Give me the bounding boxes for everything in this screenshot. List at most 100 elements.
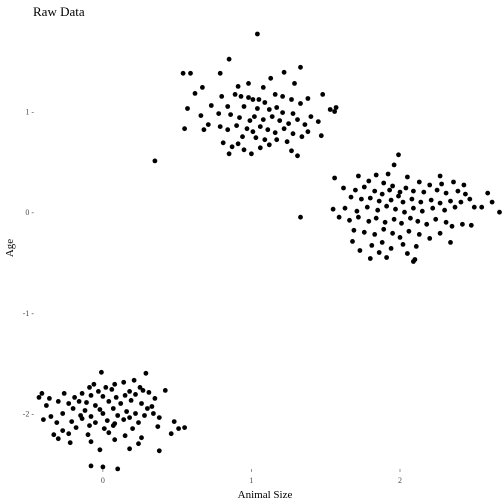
data-point [406, 228, 412, 234]
data-point [235, 84, 241, 89]
data-point [70, 406, 76, 411]
data-point [411, 205, 416, 211]
data-point [373, 215, 379, 221]
data-point [67, 440, 73, 446]
data-point [113, 395, 119, 400]
data-point [411, 188, 416, 194]
data-point [387, 187, 392, 193]
data-point [246, 81, 251, 86]
data-point [155, 424, 161, 429]
data-point [100, 464, 106, 470]
x-axis-label: Animal Size [238, 489, 293, 501]
data-point [350, 239, 355, 244]
data-point [142, 413, 147, 418]
data-point [156, 415, 162, 420]
data-point [292, 81, 297, 86]
data-point [265, 127, 271, 133]
data-point [381, 180, 387, 186]
data-point [121, 379, 127, 385]
data-point [246, 95, 251, 100]
data-point [433, 216, 439, 222]
data-point [427, 236, 433, 241]
data-points [36, 31, 502, 472]
data-point [127, 389, 132, 394]
data-point [367, 256, 373, 261]
data-point [127, 415, 132, 420]
data-point [330, 206, 336, 212]
data-point [342, 205, 348, 211]
data-point [295, 153, 300, 159]
data-point [418, 199, 424, 205]
data-point [274, 105, 280, 110]
data-point [84, 400, 89, 405]
data-point [411, 259, 416, 264]
data-point [79, 416, 85, 421]
data-point [60, 428, 66, 433]
data-point [88, 463, 94, 469]
data-point [468, 222, 474, 228]
data-point [443, 190, 449, 196]
data-point [295, 117, 300, 122]
data-point [255, 106, 260, 111]
data-point [347, 217, 352, 223]
data-point [198, 113, 204, 118]
data-point [439, 181, 444, 187]
data-point [448, 240, 453, 245]
data-point [255, 31, 260, 37]
data-point [97, 407, 103, 412]
data-point [66, 401, 72, 406]
data-point [286, 121, 291, 126]
data-point [139, 435, 144, 441]
data-point [379, 191, 385, 197]
data-point [452, 204, 458, 210]
data-point [252, 114, 257, 119]
data-point [122, 433, 128, 439]
data-point [280, 94, 285, 99]
data-point [449, 223, 455, 229]
data-point [127, 446, 132, 452]
data-point [268, 75, 274, 81]
x-axis: 0 1 2 [101, 469, 402, 485]
data-point [427, 182, 433, 188]
data-point [240, 134, 245, 140]
data-point [461, 182, 467, 188]
data-point [133, 392, 138, 397]
data-point [151, 411, 156, 416]
data-point [201, 127, 207, 133]
data-point [332, 175, 337, 181]
data-point [103, 385, 109, 390]
data-point [318, 133, 324, 139]
data-point [376, 250, 382, 255]
data-point [217, 70, 223, 76]
data-point [437, 200, 443, 206]
data-point [298, 101, 303, 106]
data-point [361, 184, 367, 190]
data-point [332, 109, 337, 114]
data-point [385, 171, 391, 177]
data-point [366, 178, 372, 184]
data-point [168, 431, 174, 437]
data-point [497, 209, 502, 215]
data-point [182, 126, 188, 132]
data-point [390, 230, 395, 236]
data-point [228, 112, 234, 117]
data-point [471, 204, 477, 210]
data-point [235, 141, 241, 147]
data-point [390, 183, 395, 189]
y-tick-label: 0 - [25, 208, 34, 217]
data-point [416, 232, 422, 237]
data-point [419, 208, 425, 214]
data-point [393, 206, 398, 212]
data-point [55, 399, 61, 404]
data-point [88, 414, 94, 419]
data-point [106, 430, 112, 436]
data-point [139, 401, 144, 406]
data-point [284, 139, 290, 145]
data-point [130, 426, 136, 431]
data-point [336, 214, 342, 220]
data-point [396, 193, 401, 199]
data-point [372, 232, 378, 237]
data-point [82, 408, 88, 413]
chart-title: Raw Data [33, 4, 85, 19]
data-point [333, 105, 339, 110]
